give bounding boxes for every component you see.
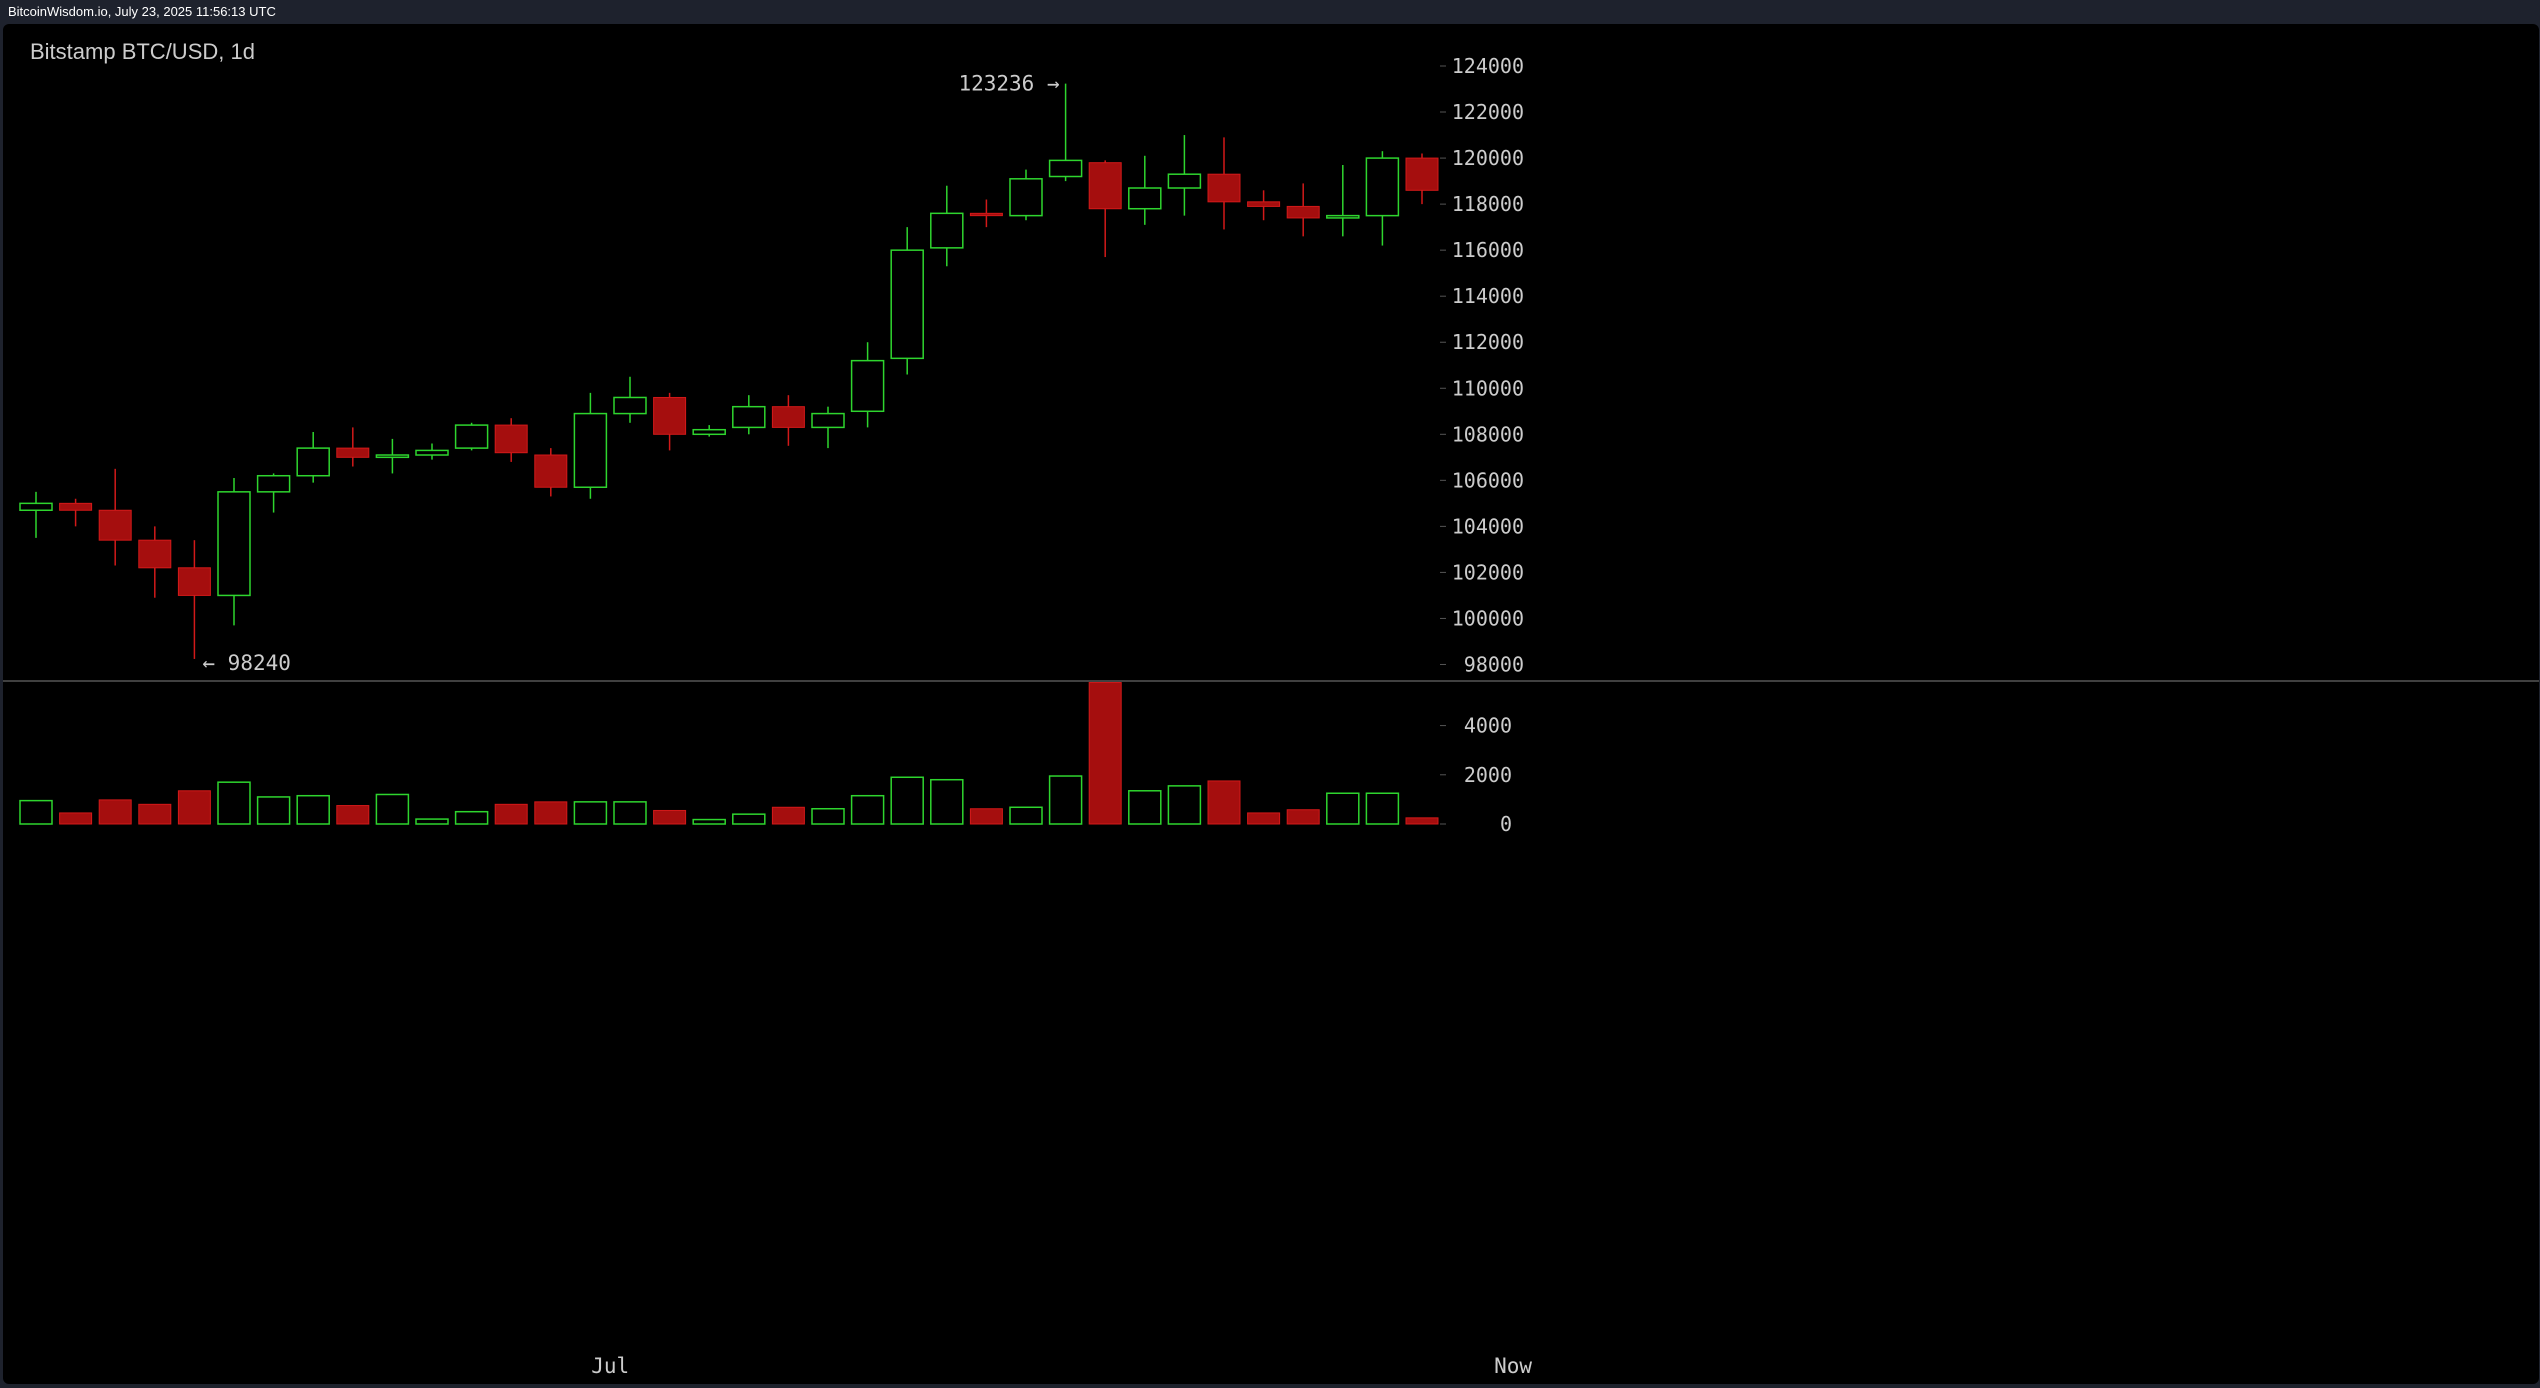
candle-body-up[interactable] (19, 502, 53, 512)
candle-body-down[interactable] (138, 539, 172, 569)
x-axis-label: Jul (591, 1354, 629, 1378)
volume-bar-down (98, 799, 132, 825)
candle-body-up[interactable] (1048, 159, 1083, 178)
candle-body-down[interactable] (1286, 205, 1320, 219)
candle-body-up[interactable] (850, 359, 885, 413)
volume-tick-label: 4000 (1464, 714, 1512, 738)
price-tick-label: 98000 (1464, 652, 1524, 676)
volume-bar-up (1167, 785, 1202, 825)
candle-body-down[interactable] (59, 502, 93, 511)
candle-body-up[interactable] (217, 491, 251, 597)
price-tick-label: 106000 (1452, 468, 1524, 492)
candlestick-chart[interactable]: Bitstamp BTC/USD, 1d 98000 100000 102000 10… (3, 24, 2539, 1384)
candle-body-up[interactable] (415, 449, 449, 456)
volume-bar-down (177, 790, 211, 825)
volume-bar-up (732, 813, 766, 825)
volume-bar-up (19, 799, 53, 825)
candle-body-up[interactable] (1326, 214, 1360, 219)
candle-body-up[interactable] (613, 396, 647, 415)
price-tick-label: 114000 (1452, 284, 1524, 308)
source-timestamp: BitcoinWisdom.io, July 23, 2025 11:56:13… (8, 4, 276, 19)
volume-bar-down (1088, 682, 1122, 825)
volume-bar-up (692, 818, 726, 825)
candle-body-up[interactable] (256, 474, 291, 493)
candle-body-down[interactable] (534, 454, 568, 488)
x-axis-label: Now (1494, 1354, 1532, 1378)
volume-bar-up (811, 807, 845, 825)
volume-bar-up (256, 796, 291, 825)
volume-bar-up (1326, 792, 1360, 825)
volume-bar-down (59, 812, 93, 825)
volume-bar-down (1286, 809, 1320, 825)
candle-body-up[interactable] (296, 447, 330, 477)
candle-body-up[interactable] (1365, 157, 1400, 217)
candle-body-down[interactable] (336, 447, 370, 458)
volume-bar-up (375, 793, 410, 825)
price-tick-label: 120000 (1452, 146, 1524, 170)
candle-body-up[interactable] (890, 249, 924, 360)
top-bar: BitcoinWisdom.io, July 23, 2025 11:56:13… (0, 0, 2540, 24)
volume-bar-up (1365, 792, 1400, 825)
price-tick-label: 110000 (1452, 376, 1524, 400)
candle-body-up[interactable] (811, 412, 845, 429)
price-tick-label: 112000 (1452, 330, 1524, 354)
volume-bar-up (296, 794, 330, 825)
volume-tick-label: 2000 (1464, 763, 1512, 787)
candle-body-up[interactable] (454, 424, 489, 449)
candle-body-up[interactable] (1128, 187, 1162, 210)
low-price-annotation: ← 98240 (202, 651, 291, 675)
candle-body-down[interactable] (1088, 162, 1122, 210)
volume-bar-down (1247, 812, 1281, 825)
price-tick-label: 108000 (1452, 422, 1524, 446)
price-tick-label: 124000 (1452, 54, 1524, 78)
volume-bar-up (415, 818, 449, 825)
volume-bar-up (573, 801, 608, 825)
candle-body-up[interactable] (573, 412, 608, 488)
volume-bar-down (494, 803, 528, 825)
candle-body-up[interactable] (1009, 178, 1043, 217)
chart-title: Bitstamp BTC/USD, 1d (30, 39, 255, 64)
volume-bar-down (969, 808, 1003, 825)
volume-bar-down (771, 806, 805, 825)
candle-body-down[interactable] (969, 212, 1003, 217)
volume-bar-down (1207, 780, 1241, 825)
candle-body-down[interactable] (653, 396, 687, 435)
volume-tick-label: 0 (1500, 812, 1512, 836)
price-tick-label: 100000 (1452, 606, 1524, 630)
volume-bar-up (850, 794, 885, 825)
volume-bar-up (1128, 790, 1162, 825)
candle-body-down[interactable] (177, 567, 211, 596)
candle-body-up[interactable] (1167, 173, 1202, 189)
volume-bar-up (613, 801, 647, 825)
candle-body-up[interactable] (375, 454, 410, 459)
candle-body-up[interactable] (930, 212, 964, 249)
candle-body-down[interactable] (494, 424, 528, 454)
volume-bar-up (930, 778, 964, 825)
volume-bar-up (217, 781, 251, 825)
volume-bar-down (534, 801, 568, 825)
candle-body-down[interactable] (1405, 157, 1439, 191)
candle-body-down[interactable] (771, 406, 805, 428)
price-tick-label: 102000 (1452, 560, 1524, 584)
candle-body-down[interactable] (1207, 173, 1241, 203)
price-tick-label: 116000 (1452, 238, 1524, 262)
candle-body-up[interactable] (692, 428, 726, 436)
volume-bar-down (336, 805, 370, 825)
volume-bar-up (1048, 775, 1083, 825)
price-tick-label: 122000 (1452, 100, 1524, 124)
volume-bar-up (890, 776, 924, 825)
volume-bar-up (454, 810, 489, 825)
price-tick-label: 104000 (1452, 514, 1524, 538)
high-price-annotation: 123236 → (958, 72, 1059, 96)
candle-body-down[interactable] (98, 509, 132, 541)
volume-bar-up (1009, 806, 1043, 825)
volume-bar-down (653, 809, 687, 825)
price-tick-label: 118000 (1452, 192, 1524, 216)
candle-body-down[interactable] (1247, 201, 1281, 207)
volume-bar-down (1405, 817, 1439, 825)
chart-frame[interactable]: Bitstamp BTC/USD, 1d 98000 100000 102000 10… (3, 24, 2539, 1384)
volume-bar-down (138, 803, 172, 825)
candle-body-up[interactable] (732, 405, 766, 429)
